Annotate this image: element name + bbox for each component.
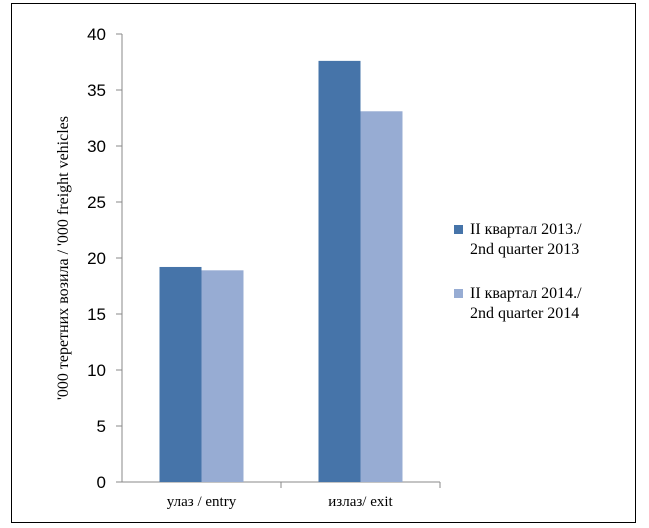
y-tick-label-5: 5 (97, 417, 106, 436)
y-tick-label-10: 10 (87, 361, 106, 380)
y-tick-label-0: 0 (97, 473, 106, 492)
legend-label-2013-line2: 2nd quarter 2013 (470, 241, 580, 258)
bar-1-1 (360, 111, 403, 482)
legend: II квартал 2013./ 2nd quarter 2013 II кв… (454, 220, 644, 348)
x-tick-label-0: улаз / entry (167, 494, 237, 510)
y-tick-label-25: 25 (87, 193, 106, 212)
y-tick-label-35: 35 (87, 81, 106, 100)
y-tick-label-20: 20 (87, 249, 106, 268)
legend-swatch-2014 (454, 289, 463, 298)
legend-item-2013: II квартал 2013./ 2nd quarter 2013 (454, 220, 644, 260)
legend-label-2014-line1: II квартал 2014./ (470, 285, 582, 302)
legend-item-2014: II квартал 2014./ 2nd quarter 2014 (454, 284, 644, 324)
plot-area: 0 5 10 15 20 25 30 35 40 улаз / entry излаз/ exit (87, 25, 441, 510)
y-tick-label-30: 30 (87, 137, 106, 156)
bar-0-0 (159, 266, 202, 482)
legend-label-2013-line1: II квартал 2013./ (470, 221, 582, 238)
bar-1-0 (318, 60, 361, 482)
y-axis-label: '000 теретних возила / '000 freight vehi… (55, 116, 72, 400)
legend-label-2014-line2: 2nd quarter 2014 (470, 305, 580, 322)
bar-0-1 (201, 270, 244, 482)
y-tick-label-40: 40 (87, 25, 106, 44)
x-tick-label-1: излаз/ exit (328, 494, 393, 510)
legend-swatch-2013 (454, 225, 463, 234)
y-tick-label-15: 15 (87, 305, 106, 324)
